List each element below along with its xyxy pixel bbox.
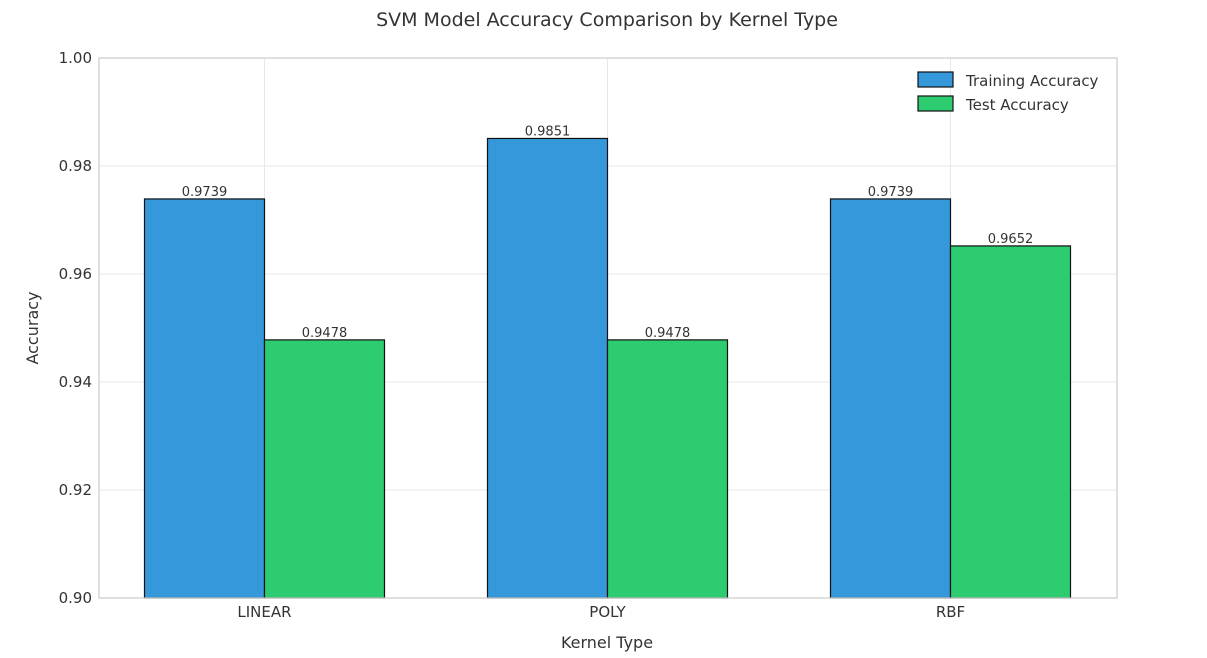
x-axis-ticks: LINEAR POLY RBF — [237, 603, 965, 621]
training-accuracy-bar — [143, 198, 266, 599]
y-tick-label: 0.94 — [59, 373, 92, 391]
legend-swatch-training — [917, 71, 954, 88]
x-tick-label: POLY — [589, 603, 626, 621]
x-tick-label: RBF — [936, 603, 965, 621]
y-tick-label: 1.00 — [59, 49, 92, 67]
test-accuracy-bar — [606, 339, 729, 599]
y-axis-label: Accuracy — [23, 291, 42, 364]
y-tick-label: 0.90 — [59, 589, 92, 607]
legend-swatch-test — [917, 95, 954, 112]
plot-frame — [98, 57, 1118, 599]
bars-layer — [143, 137, 1072, 599]
y-axis-ticks: 0.90 0.92 0.94 0.96 0.98 1.00 — [59, 49, 92, 607]
test-accuracy-label: 0.9652 — [988, 232, 1034, 247]
test-accuracy-bar — [949, 245, 1072, 599]
legend-label-test: Test Accuracy — [965, 96, 1069, 114]
legend-label-training: Training Accuracy — [965, 72, 1099, 90]
training-accuracy-label: 0.9739 — [182, 185, 228, 200]
training-accuracy-bar — [486, 137, 609, 599]
training-accuracy-label: 0.9739 — [868, 185, 914, 200]
test-accuracy-label: 0.9478 — [645, 326, 691, 341]
y-tick-label: 0.96 — [59, 265, 92, 283]
chart-title: SVM Model Accuracy Comparison by Kernel … — [376, 9, 838, 31]
y-tick-label: 0.92 — [59, 481, 92, 499]
test-accuracy-label: 0.9478 — [302, 326, 348, 341]
test-accuracy-bar — [263, 339, 386, 599]
legend: Training Accuracy Test Accuracy — [917, 71, 1099, 114]
y-tick-label: 0.98 — [59, 157, 92, 175]
labels-layer: 0.9739 0.9851 0.9739 0.9478 0.9478 0.9652 — [182, 124, 1034, 340]
training-accuracy-label: 0.9851 — [525, 124, 571, 139]
x-axis-label: Kernel Type — [561, 633, 653, 652]
x-tick-label: LINEAR — [237, 603, 291, 621]
training-accuracy-bar — [829, 198, 952, 599]
